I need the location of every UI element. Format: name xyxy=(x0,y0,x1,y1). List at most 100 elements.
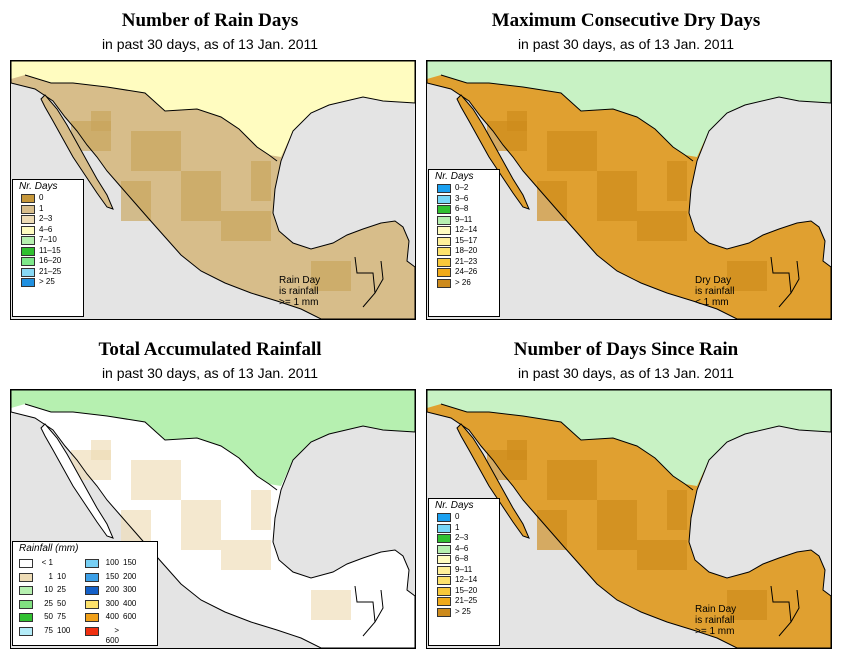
note-line: < 1 mm xyxy=(695,297,729,308)
terrain-patch xyxy=(221,540,271,570)
legend-item: 16–20 xyxy=(13,256,83,267)
panel-subtitle: in past 30 days, as of 13 Jan. 2011 xyxy=(101,36,319,52)
us-border xyxy=(24,403,278,491)
legend-label: 0 xyxy=(455,512,460,521)
terrain-patch xyxy=(507,440,527,460)
legend-range-high: 300 xyxy=(123,585,137,594)
note-line: >= 1 mm xyxy=(279,297,319,308)
legend-title: Nr. Days xyxy=(435,171,474,182)
legend-item: 12–14 xyxy=(429,225,499,236)
legend-label: 12–14 xyxy=(455,575,478,584)
legend-label: 12–14 xyxy=(455,225,478,234)
legend-swatch xyxy=(19,586,33,595)
legend-swatch xyxy=(19,626,33,636)
legend-range-high: 100 xyxy=(57,625,71,635)
legend-swatch xyxy=(437,523,451,533)
legend-range-high: 50 xyxy=(57,598,66,608)
legend-label: 15–20 xyxy=(455,585,478,595)
legend-item: 21–23 xyxy=(429,257,499,268)
terrain-patch xyxy=(507,111,527,131)
legend-range-low: 100 xyxy=(105,558,119,567)
legend-box: Nr. Days 0 1 2–3 4–6 7–10 11–15 16–20 21–25 > 25 xyxy=(12,179,84,317)
legend-item: 9–11 xyxy=(429,215,499,226)
legend-range-high: 150 xyxy=(123,558,137,567)
legend-swatch xyxy=(19,572,33,582)
legend-swatch xyxy=(85,613,99,622)
terrain-patch xyxy=(537,181,567,221)
note-line: is rainfall xyxy=(279,286,319,297)
legend-swatch xyxy=(21,194,35,203)
legend-label: 15–17 xyxy=(455,235,478,245)
legend-item: 1 10 xyxy=(19,572,79,583)
legend-box: Nr. Days 0–2 3–6 6–8 9–11 12–14 15–17 18–20 21–… xyxy=(428,169,500,317)
terrain-patch xyxy=(131,131,181,171)
us-region xyxy=(427,61,831,157)
legend-title: Nr. Days xyxy=(19,181,58,192)
legend-swatch xyxy=(437,247,451,256)
legend-swatch xyxy=(21,257,35,266)
legend-range-low: 200 xyxy=(105,585,119,594)
legend-swatch xyxy=(19,613,33,622)
legend-label: 0–2 xyxy=(455,183,469,192)
coastline xyxy=(427,390,831,648)
legend-label: 9–11 xyxy=(455,214,473,224)
legend-item: 4–6 xyxy=(13,225,83,236)
legend-swatch xyxy=(437,215,451,225)
panel-dry-days: Maximum Consecutive Dry Days in past 30 … xyxy=(416,0,836,325)
panel-subtitle: in past 30 days, as of 13 Jan. 2011 xyxy=(517,365,735,381)
legend-item: 18–20 xyxy=(429,246,499,257)
legend-item: 150 200 xyxy=(85,572,145,583)
legend-label: 9–11 xyxy=(455,564,473,574)
legend-item: 6–8 xyxy=(429,554,499,565)
legend-item: 10 25 xyxy=(19,585,79,596)
legend-item: 12–14 xyxy=(429,575,499,586)
legend-label: 24–26 xyxy=(455,267,478,276)
legend-label: 6–8 xyxy=(455,204,469,213)
note-line: is rainfall xyxy=(695,286,735,297)
legend-item: > 26 xyxy=(429,278,499,289)
legend-swatch xyxy=(437,544,451,554)
legend-swatch xyxy=(437,226,451,235)
legend-label: 6–8 xyxy=(455,554,469,563)
legend-item: 0 xyxy=(13,193,83,204)
terrain-patch xyxy=(667,161,687,201)
panel-rain-days: Number of Rain Days in past 30 days, as … xyxy=(0,0,420,325)
legend-box: Rainfall (mm) < 1 1 10 10 25 25 50 50 75 75 100 100… xyxy=(12,541,158,646)
legend-range-high: 200 xyxy=(123,571,137,581)
belize-border xyxy=(374,260,384,294)
legend-item: 7–10 xyxy=(13,235,83,246)
definition-note: Dry Day is rainfall < 1 mm xyxy=(695,275,734,308)
legend-label: 0 xyxy=(39,193,44,202)
legend-item: 6–8 xyxy=(429,204,499,215)
terrain-patch xyxy=(181,500,221,550)
us-region xyxy=(11,61,415,157)
legend-swatch xyxy=(85,586,99,595)
legend-range-low: 75 xyxy=(44,625,53,635)
guatemala-border xyxy=(770,256,792,308)
legend-swatch xyxy=(21,246,35,256)
terrain-patch xyxy=(91,440,111,460)
coastline xyxy=(427,61,831,319)
terrain-patch xyxy=(91,111,111,131)
legend-swatch xyxy=(19,599,33,609)
legend-range-low: 300 xyxy=(105,598,119,608)
guatemala-border xyxy=(354,256,376,308)
legend-item: 75 100 xyxy=(19,626,79,637)
legend-swatch xyxy=(21,204,35,214)
legend-swatch xyxy=(437,534,451,543)
terrain-patch xyxy=(311,261,351,291)
legend-title: Rainfall (mm) xyxy=(19,543,79,554)
terrain-patch xyxy=(727,590,767,620)
terrain-patch xyxy=(181,171,221,221)
legend-item: 100 150 xyxy=(85,558,145,569)
legend-swatch xyxy=(19,559,33,568)
legend-label: 11–15 xyxy=(39,245,61,255)
legend-swatch xyxy=(437,268,451,277)
legend-box: Nr. Days 0 1 2–3 4–6 6–8 9–11 12–14 15–20 21–25 >… xyxy=(428,498,500,646)
us-region xyxy=(427,390,831,486)
legend-swatch xyxy=(437,576,451,585)
legend-label: > 26 xyxy=(455,277,471,287)
legend-label: 2–3 xyxy=(455,533,469,542)
legend-item: 9–11 xyxy=(429,565,499,576)
us-border xyxy=(24,74,278,162)
